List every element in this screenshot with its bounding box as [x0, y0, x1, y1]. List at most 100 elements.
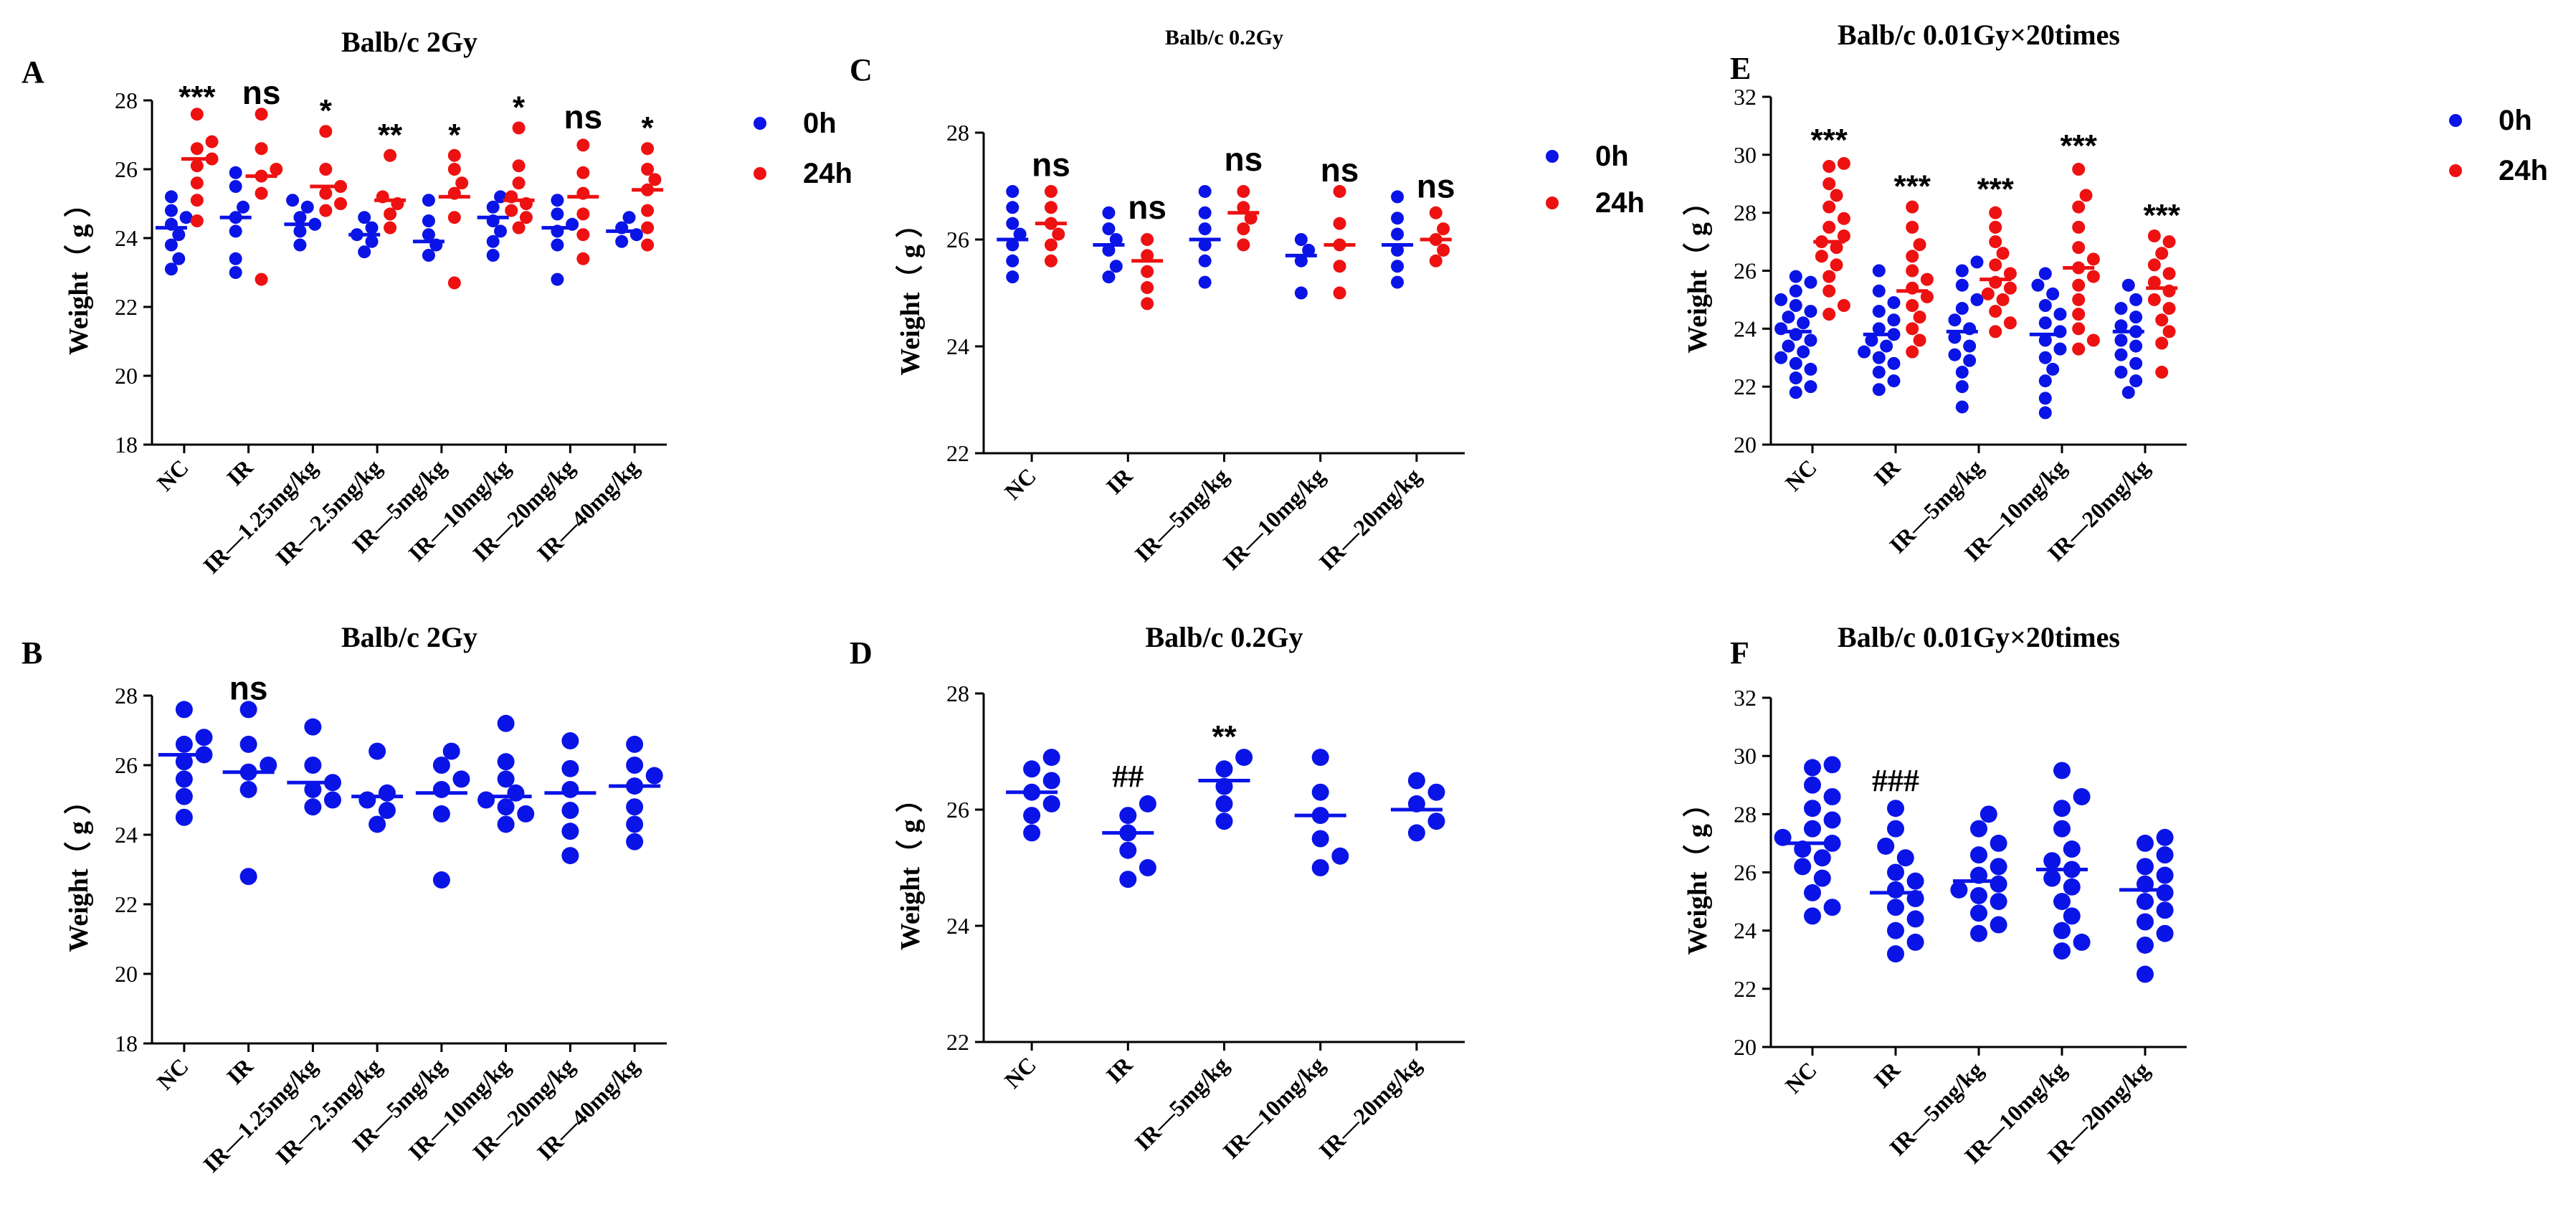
- data-point: [1044, 254, 1058, 267]
- data-point: [1391, 190, 1405, 204]
- y-tick-label: 28: [1734, 801, 1757, 827]
- data-point: [447, 148, 461, 162]
- data-point: [1119, 871, 1137, 889]
- data-point: [1963, 354, 1977, 367]
- data-point: [378, 784, 396, 802]
- data-point: [1822, 177, 1836, 191]
- legend-marker: [1546, 150, 1559, 163]
- data-point: [304, 780, 322, 798]
- data-point: [1887, 313, 1901, 327]
- data-point: [1789, 371, 1802, 385]
- data-point: [1782, 339, 1795, 353]
- data-point: [1887, 881, 1904, 899]
- data-point: [164, 204, 178, 217]
- y-tick-label: 22: [1734, 976, 1757, 1002]
- data-point: [1906, 264, 1919, 278]
- data-point: [507, 784, 525, 802]
- data-point: [358, 245, 371, 259]
- data-point: [384, 221, 397, 234]
- data-point: [1948, 331, 1962, 344]
- y-tick-label: 26: [1734, 860, 1757, 886]
- data-point: [1789, 270, 1802, 283]
- data-point: [195, 729, 213, 747]
- data-point: [1823, 787, 1841, 805]
- data-point: [304, 798, 322, 816]
- data-point: [422, 214, 435, 227]
- data-point: [1823, 811, 1841, 829]
- data-point: [1804, 759, 1821, 777]
- data-point: [2121, 278, 2135, 292]
- panel-letter: E: [1730, 51, 1751, 86]
- data-point: [2156, 883, 2174, 901]
- legend-label: 24h: [803, 158, 852, 189]
- data-point: [1044, 184, 1058, 198]
- data-point: [1822, 220, 1836, 234]
- data-point: [2147, 293, 2161, 306]
- data-point: [1872, 365, 1886, 379]
- data-point: [447, 211, 461, 224]
- data-point: [2031, 278, 2045, 292]
- data-point: [2137, 858, 2154, 876]
- data-point: [1804, 820, 1821, 838]
- significance-label: **: [1212, 719, 1237, 754]
- data-point: [2063, 840, 2081, 858]
- data-point: [2129, 356, 2143, 370]
- significance-label: ***: [1811, 123, 1848, 158]
- data-point: [1804, 883, 1821, 901]
- data-point: [2072, 308, 2086, 321]
- data-point: [641, 204, 655, 217]
- data-point: [1119, 807, 1137, 825]
- data-point: [1198, 238, 1212, 252]
- data-point: [2129, 293, 2143, 306]
- data-point: [2155, 365, 2169, 379]
- data-point: [1013, 227, 1027, 241]
- data-point: [1990, 834, 2007, 852]
- data-point: [293, 238, 307, 252]
- panel-letter: D: [850, 635, 873, 671]
- data-point: [172, 252, 186, 265]
- data-point: [378, 802, 396, 820]
- data-point: [270, 163, 283, 176]
- data-point: [1913, 311, 1926, 324]
- data-point: [1391, 243, 1405, 257]
- data-point: [576, 207, 590, 221]
- data-point: [2162, 302, 2176, 316]
- data-point: [1981, 287, 1995, 300]
- data-point: [2114, 365, 2128, 379]
- data-point: [1391, 227, 1405, 241]
- data-point: [2043, 869, 2061, 887]
- data-point: [1109, 260, 1123, 273]
- data-point: [2086, 270, 2100, 283]
- data-point: [455, 176, 469, 190]
- data-point: [551, 238, 564, 252]
- legend-marker: [2449, 164, 2462, 177]
- y-tick-label: 22: [115, 891, 138, 917]
- data-point: [1906, 250, 1919, 263]
- data-point: [497, 753, 515, 771]
- data-point: [641, 142, 655, 156]
- data-point: [1804, 380, 1817, 394]
- data-point: [1948, 348, 1962, 361]
- data-point: [1244, 212, 1258, 225]
- data-point: [1872, 284, 1886, 298]
- data-point: [229, 266, 242, 279]
- data-point: [1429, 206, 1443, 219]
- data-point: [384, 148, 397, 162]
- data-point: [229, 166, 242, 179]
- panel-letter: B: [22, 635, 42, 671]
- x-tick-label: IR—5mg/kg: [1130, 463, 1234, 567]
- data-point: [1990, 875, 2007, 893]
- data-point: [2156, 924, 2174, 942]
- data-point: [1023, 760, 1041, 778]
- data-point: [551, 273, 564, 286]
- data-point: [1830, 189, 1843, 202]
- data-point: [1896, 849, 1914, 867]
- data-point: [319, 186, 333, 200]
- data-point: [1198, 254, 1212, 267]
- y-tick-label: 26: [115, 752, 138, 778]
- data-point: [477, 791, 495, 809]
- data-point: [2155, 336, 2169, 350]
- data-point: [175, 808, 193, 826]
- data-point: [164, 238, 178, 252]
- data-point: [190, 176, 204, 190]
